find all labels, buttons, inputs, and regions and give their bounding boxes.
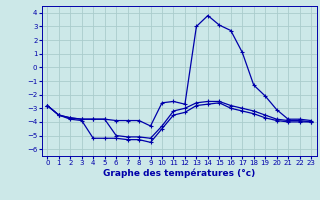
X-axis label: Graphe des températures (°c): Graphe des températures (°c) [103,169,255,178]
